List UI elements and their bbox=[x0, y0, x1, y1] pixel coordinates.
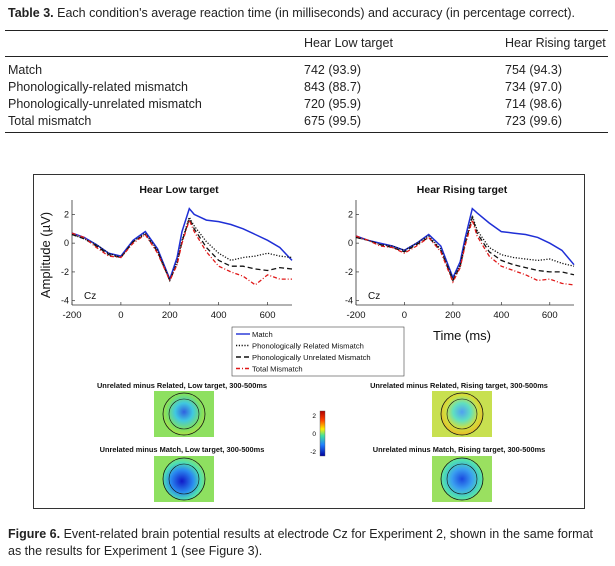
legend-label: Phonologically Unrelated Mismatch bbox=[252, 353, 371, 362]
electrode-label: Cz bbox=[368, 291, 380, 302]
table-row-label: Phonologically-unrelated mismatch bbox=[8, 97, 202, 111]
series-line-phonologically-unrelated-mismatch bbox=[71, 216, 293, 283]
table-col-low: Hear Low target bbox=[304, 36, 393, 50]
topo-map-match-rising bbox=[432, 456, 492, 502]
x-tick-label: 400 bbox=[211, 310, 227, 321]
y-axis-label: Amplitude (µV) bbox=[38, 212, 53, 298]
x-tick-label: 0 bbox=[118, 310, 123, 321]
table-cell: 720 (95.9) bbox=[304, 97, 361, 111]
legend-label: Match bbox=[252, 330, 273, 339]
y-tick-label: -2 bbox=[61, 267, 69, 277]
legend-label: Phonologically Related Mismatch bbox=[252, 342, 364, 351]
legend-label: Total Mismatch bbox=[252, 365, 303, 374]
table-header-rule bbox=[5, 56, 608, 57]
x-tick-label: 600 bbox=[542, 310, 558, 321]
x-tick-label: 200 bbox=[445, 310, 461, 321]
series-line-total-mismatch bbox=[355, 217, 575, 286]
erp-figure: Hear Low target Cz 20-2-4-200 0 200 400 600 … bbox=[38, 184, 575, 502]
y-tick-label: -4 bbox=[61, 296, 69, 306]
colorbar: 2 0 -2 bbox=[310, 410, 326, 457]
y-tick-label: 0 bbox=[348, 238, 353, 248]
x-tick-label: 200 bbox=[162, 310, 178, 321]
topo-title: Unrelated minus Related, Rising target, … bbox=[370, 381, 548, 390]
x-tick-label: -200 bbox=[62, 310, 81, 321]
topo-title: Unrelated minus Match, Low target, 300-5… bbox=[100, 445, 265, 454]
table-cell: 675 (99.5) bbox=[304, 114, 361, 128]
erp-chart-low: Hear Low target Cz 2 0 -2 -4 -200 0 200 400 600 bbox=[61, 184, 293, 321]
topo-title: Unrelated minus Related, Low target, 300… bbox=[97, 381, 267, 390]
table-cell: 734 (97.0) bbox=[505, 80, 562, 94]
chart-legend: Match Phonologically Related Mismatch Phon… bbox=[231, 326, 405, 377]
axis-ticks: 2 0 -2 -4 -200 0 200 400 600 bbox=[61, 209, 276, 321]
y-tick-label: 2 bbox=[64, 209, 69, 219]
y-tick-label: 0 bbox=[64, 238, 69, 248]
table-row-label: Match bbox=[8, 63, 43, 77]
axis-ticks: 2 0 -2 -4 -200 0 200 400 600 bbox=[345, 209, 558, 321]
y-tick-label: -4 bbox=[345, 296, 353, 306]
legend-box bbox=[231, 326, 405, 377]
figure-caption-label: Figure 6. bbox=[8, 527, 61, 541]
x-tick-label: 600 bbox=[260, 310, 276, 321]
series-line-phonologically-unrelated-mismatch bbox=[355, 214, 575, 283]
colorbar-tick: 0 bbox=[312, 431, 316, 438]
table-caption: Table 3. Each condition's average reacti… bbox=[8, 6, 575, 20]
figure-caption-text: Event-related brain potential results at… bbox=[8, 527, 594, 558]
table-top-rule bbox=[5, 30, 608, 31]
x-tick-label: -200 bbox=[346, 310, 365, 321]
table-row-label: Phonologically-related mismatch bbox=[8, 80, 188, 94]
table-bottom-rule bbox=[5, 132, 608, 133]
series-lines bbox=[355, 207, 575, 286]
y-tick-label: -2 bbox=[345, 267, 353, 277]
colorbar-tick: 2 bbox=[312, 413, 316, 420]
electrode-label: Cz bbox=[84, 291, 96, 302]
series-line-total-mismatch bbox=[71, 218, 292, 286]
colorbar-tick: -2 bbox=[310, 449, 316, 456]
series-lines bbox=[71, 207, 293, 286]
table-cell: 714 (98.6) bbox=[505, 97, 562, 111]
table-row-label: Total mismatch bbox=[8, 114, 92, 128]
series-line-match bbox=[355, 207, 575, 280]
table-col-rising: Hear Rising target bbox=[505, 36, 606, 50]
table-caption-label: Table 3. bbox=[8, 6, 54, 20]
y-tick-label: 2 bbox=[348, 209, 353, 219]
chart-title: Hear Low target bbox=[139, 184, 219, 196]
topo-title: Unrelated minus Match, Rising target, 30… bbox=[373, 445, 546, 454]
figure-caption: Figure 6. Event-related brain potential … bbox=[8, 526, 608, 560]
table-cell: 723 (99.6) bbox=[505, 114, 562, 128]
table-cell: 843 (88.7) bbox=[304, 80, 361, 94]
table-cell: 742 (93.9) bbox=[304, 63, 361, 77]
x-axis-label: Time (ms) bbox=[433, 328, 491, 343]
topo-map-related-low bbox=[154, 391, 214, 437]
table-cell: 754 (94.3) bbox=[505, 63, 562, 77]
topo-map-related-rising bbox=[432, 391, 492, 437]
topo-map-match-low bbox=[154, 456, 214, 502]
x-tick-label: 0 bbox=[402, 310, 407, 321]
erp-chart-rising: Hear Rising target Cz 2 0 -2 -4 -200 0 200 400 6… bbox=[345, 184, 575, 321]
table-caption-text: Each condition's average reaction time (… bbox=[57, 6, 576, 20]
series-line-phonologically-related-mismatch bbox=[71, 215, 293, 283]
x-tick-label: 400 bbox=[493, 310, 509, 321]
figure-frame: Hear Low target Cz 2 0 -2 -4 -200 0 200 400 600 … bbox=[33, 174, 585, 509]
chart-title: Hear Rising target bbox=[417, 184, 508, 196]
